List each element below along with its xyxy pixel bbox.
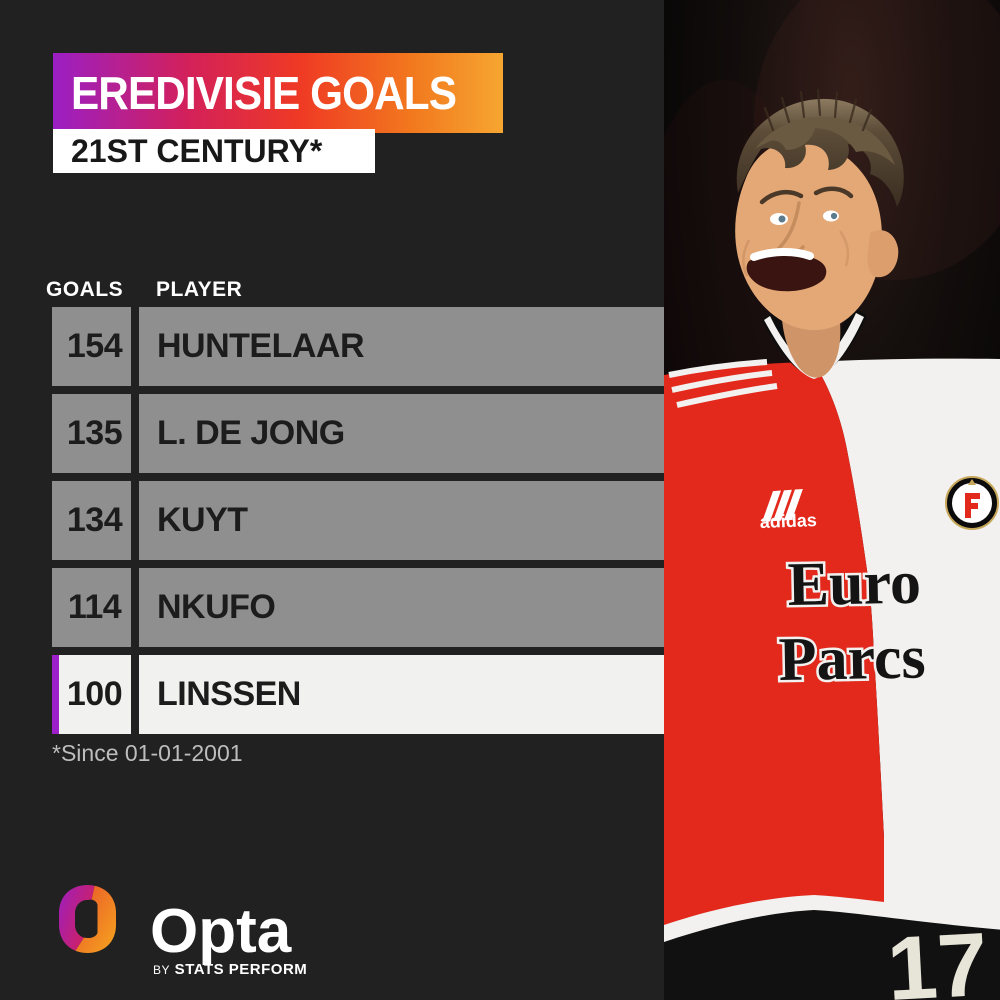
svg-text:Parcs: Parcs <box>778 623 926 694</box>
svg-text:17: 17 <box>885 915 990 1000</box>
svg-text:Euro: Euro <box>787 549 921 619</box>
svg-text:adidas: adidas <box>759 510 817 532</box>
